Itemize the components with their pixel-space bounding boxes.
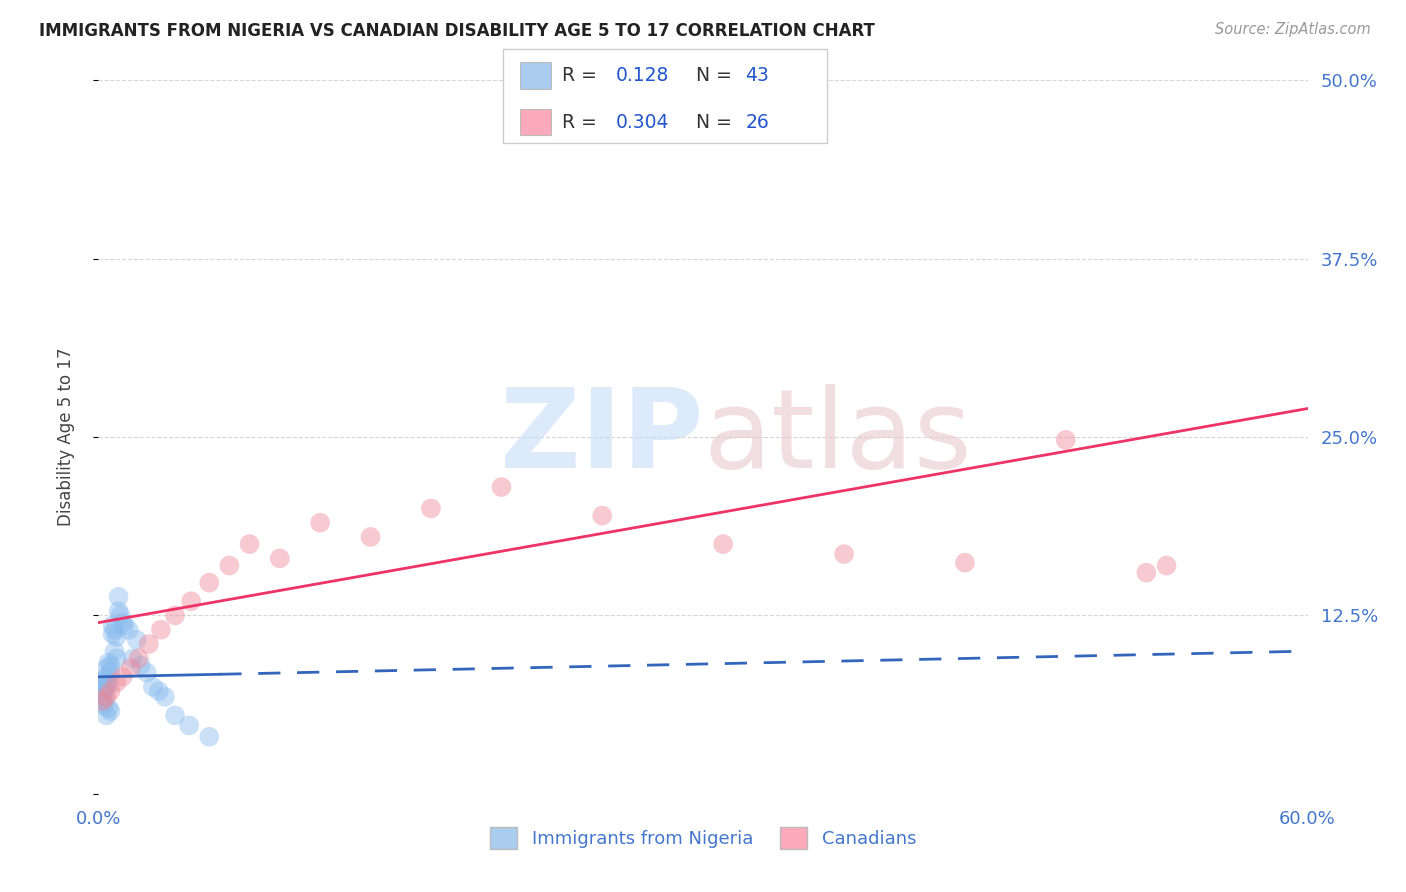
Point	[163, 608, 186, 623]
Text: atlas: atlas	[703, 384, 972, 491]
Point	[111, 615, 134, 630]
Point	[93, 698, 115, 713]
Point	[1156, 558, 1178, 573]
Point	[121, 651, 143, 665]
Point	[96, 670, 118, 684]
Point	[120, 661, 142, 675]
Point	[128, 651, 150, 665]
Point	[91, 685, 114, 699]
Point	[111, 670, 134, 684]
Point	[96, 661, 118, 675]
Point	[91, 675, 114, 690]
Point	[420, 501, 443, 516]
Point	[180, 594, 202, 608]
Point	[96, 690, 118, 704]
Point	[114, 618, 136, 632]
Point	[103, 623, 125, 637]
Point	[105, 651, 128, 665]
Point	[163, 708, 186, 723]
Point	[89, 684, 111, 698]
Point	[198, 575, 221, 590]
Point	[138, 637, 160, 651]
Point	[97, 701, 120, 715]
Point	[91, 694, 114, 708]
Point	[91, 680, 114, 694]
Point	[832, 547, 855, 561]
Text: Source: ZipAtlas.com: Source: ZipAtlas.com	[1215, 22, 1371, 37]
Text: ZIP: ZIP	[499, 384, 703, 491]
Point	[360, 530, 382, 544]
Point	[149, 623, 172, 637]
Text: 0.304: 0.304	[616, 112, 669, 132]
Point	[101, 627, 124, 641]
Point	[309, 516, 332, 530]
Point	[129, 658, 152, 673]
Point	[198, 730, 221, 744]
Text: R =: R =	[562, 112, 603, 132]
Point	[101, 618, 124, 632]
Point	[107, 590, 129, 604]
Point	[148, 684, 170, 698]
Point	[93, 682, 115, 697]
Point	[179, 718, 201, 732]
Point	[103, 644, 125, 658]
Point	[125, 632, 148, 647]
Text: R =: R =	[562, 66, 603, 85]
Point	[1135, 566, 1157, 580]
Point	[107, 604, 129, 618]
Text: N =: N =	[696, 66, 738, 85]
Point	[89, 690, 111, 704]
Point	[110, 608, 132, 623]
Y-axis label: Disability Age 5 to 17: Disability Age 5 to 17	[56, 348, 75, 526]
Legend: Immigrants from Nigeria, Canadians: Immigrants from Nigeria, Canadians	[482, 820, 924, 856]
Point	[100, 665, 122, 680]
Text: N =: N =	[696, 112, 738, 132]
Point	[239, 537, 262, 551]
Point	[105, 630, 128, 644]
Point	[97, 675, 120, 690]
Point	[953, 556, 976, 570]
Point	[100, 684, 122, 698]
Text: 43: 43	[745, 66, 769, 85]
Point	[89, 687, 111, 701]
Point	[93, 673, 115, 687]
Point	[135, 665, 157, 680]
Point	[591, 508, 613, 523]
Point	[218, 558, 240, 573]
Point	[711, 537, 734, 551]
Point	[96, 708, 118, 723]
Point	[491, 480, 513, 494]
Point	[1054, 433, 1077, 447]
Point	[100, 658, 122, 673]
Point	[153, 690, 176, 704]
Point	[142, 680, 165, 694]
Point	[105, 675, 128, 690]
Point	[96, 680, 118, 694]
Text: 26: 26	[745, 112, 769, 132]
Text: 0.128: 0.128	[616, 66, 669, 85]
Point	[93, 690, 115, 704]
Point	[118, 623, 141, 637]
Point	[91, 694, 114, 708]
Point	[100, 704, 122, 718]
Point	[269, 551, 291, 566]
Point	[97, 656, 120, 670]
Text: IMMIGRANTS FROM NIGERIA VS CANADIAN DISABILITY AGE 5 TO 17 CORRELATION CHART: IMMIGRANTS FROM NIGERIA VS CANADIAN DISA…	[39, 22, 876, 40]
